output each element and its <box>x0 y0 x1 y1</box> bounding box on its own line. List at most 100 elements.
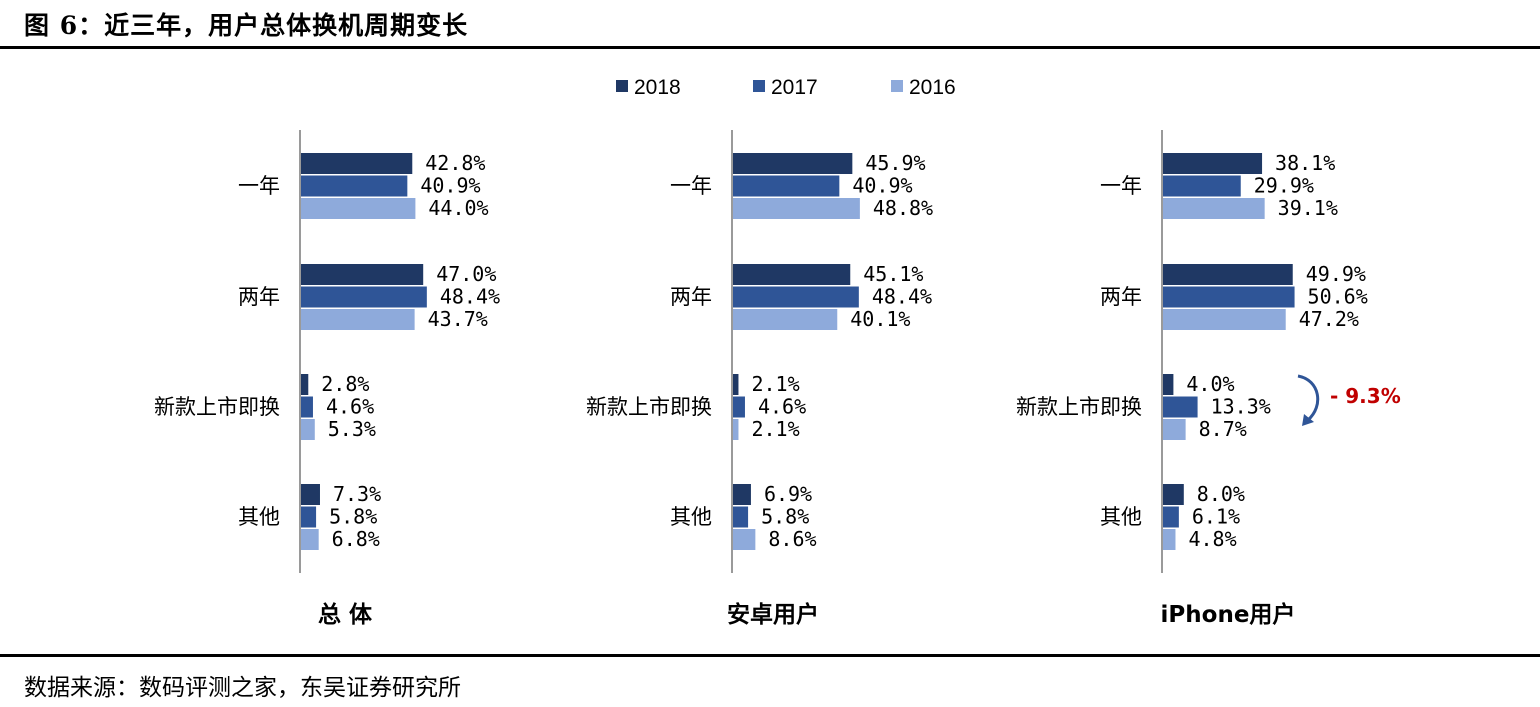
data-label: 4.6% <box>758 395 806 419</box>
legend-swatch-2016 <box>891 80 903 92</box>
category-label: 新款上市即换 <box>586 395 712 419</box>
bar-2018 <box>1163 264 1293 285</box>
top-rule <box>0 46 1540 49</box>
data-label: 40.1% <box>850 307 910 331</box>
bar-2017 <box>301 506 317 528</box>
data-label: 5.8% <box>329 505 377 529</box>
bar-2016 <box>1163 198 1265 219</box>
data-label: 49.9% <box>1306 262 1366 286</box>
bar-2018 <box>733 374 739 395</box>
bar-2016 <box>1163 309 1286 330</box>
data-label: 45.9% <box>865 151 925 175</box>
data-label: 39.1% <box>1278 196 1338 220</box>
data-label: 5.3% <box>328 417 376 441</box>
bar-2017 <box>301 286 427 308</box>
data-label: 44.0% <box>428 196 488 220</box>
data-label: 5.8% <box>761 505 809 529</box>
bar-2018 <box>1163 374 1174 395</box>
bar-2018 <box>733 264 851 285</box>
bar-2017 <box>733 396 745 418</box>
category-label: 其他 <box>1100 505 1142 529</box>
bar-2018 <box>301 153 413 174</box>
category-label: 两年 <box>1100 285 1142 309</box>
data-label: 47.0% <box>436 262 496 286</box>
source-note: 数据来源：数码评测之家，东吴证券研究所 <box>24 675 461 701</box>
data-label: 50.6% <box>1308 285 1368 309</box>
bar-2018 <box>733 484 751 505</box>
legend-label-2018: 2018 <box>634 76 681 99</box>
bar-2017 <box>733 286 859 308</box>
annotation-label: - 9.3% <box>1330 384 1401 408</box>
data-label: 6.9% <box>764 482 812 506</box>
bar-2016 <box>301 529 319 550</box>
data-label: 40.9% <box>852 174 912 198</box>
bar-2018 <box>301 374 309 395</box>
bar-2017 <box>1163 506 1179 528</box>
bar-2016 <box>733 198 860 219</box>
bar-2016 <box>301 309 415 330</box>
legend-label-2016: 2016 <box>909 76 956 99</box>
bottom-rule <box>0 654 1540 657</box>
panel-title: 总 体 <box>318 601 373 628</box>
bar-2018 <box>301 484 320 505</box>
data-label: 8.0% <box>1197 482 1245 506</box>
data-label: 48.8% <box>873 196 933 220</box>
data-label: 4.0% <box>1186 372 1234 396</box>
bar-2016 <box>301 419 315 440</box>
bar-2016 <box>733 529 756 550</box>
bar-2017 <box>301 175 408 197</box>
category-label: 一年 <box>1100 174 1142 198</box>
data-label: 47.2% <box>1299 307 1359 331</box>
legend-label-2017: 2017 <box>771 76 818 99</box>
category-label: 其他 <box>670 505 712 529</box>
bar-2017 <box>1163 396 1198 418</box>
data-label: 7.3% <box>333 482 381 506</box>
legend-swatch-2017 <box>753 80 765 92</box>
data-label: 4.6% <box>326 395 374 419</box>
bar-2016 <box>1163 529 1176 550</box>
data-label: 6.1% <box>1192 505 1240 529</box>
bar-2017 <box>733 506 749 528</box>
data-label: 4.8% <box>1188 527 1236 551</box>
bar-2017 <box>1163 175 1241 197</box>
data-label: 45.1% <box>863 262 923 286</box>
data-label: 38.1% <box>1275 151 1335 175</box>
data-label: 43.7% <box>428 307 488 331</box>
bar-2018 <box>1163 153 1263 174</box>
category-label: 一年 <box>670 174 712 198</box>
data-label: 42.8% <box>425 151 485 175</box>
bar-2016 <box>733 419 739 440</box>
bar-2016 <box>301 198 416 219</box>
bar-2017 <box>1163 286 1295 308</box>
data-label: 8.7% <box>1199 417 1247 441</box>
bar-2016 <box>1163 419 1186 440</box>
data-label: 2.8% <box>321 372 369 396</box>
bar-2018 <box>301 264 424 285</box>
bar-2017 <box>301 396 313 418</box>
category-label: 两年 <box>238 285 280 309</box>
data-label: 29.9% <box>1254 174 1314 198</box>
panel-title: iPhone用户 <box>1161 601 1296 628</box>
bar-2018 <box>1163 484 1184 505</box>
data-label: 13.3% <box>1211 395 1271 419</box>
data-label: 48.4% <box>872 285 932 309</box>
legend-swatch-2018 <box>616 80 628 92</box>
data-label: 6.8% <box>332 527 380 551</box>
data-label: 48.4% <box>440 285 500 309</box>
data-label: 2.1% <box>751 417 799 441</box>
category-label: 两年 <box>670 285 712 309</box>
figure-title: 图 6：近三年，用户总体换机周期变长 <box>24 11 469 40</box>
data-label: 40.9% <box>420 174 480 198</box>
category-label: 一年 <box>238 174 280 198</box>
data-label: 8.6% <box>768 527 816 551</box>
bar-2017 <box>733 175 840 197</box>
bar-2016 <box>733 309 838 330</box>
data-label: 2.1% <box>751 372 799 396</box>
bar-2018 <box>733 153 853 174</box>
category-label: 其他 <box>238 505 280 529</box>
panel-title: 安卓用户 <box>727 601 819 628</box>
category-label: 新款上市即换 <box>154 395 280 419</box>
category-label: 新款上市即换 <box>1016 395 1142 419</box>
curved-arrow-icon <box>1297 374 1320 426</box>
